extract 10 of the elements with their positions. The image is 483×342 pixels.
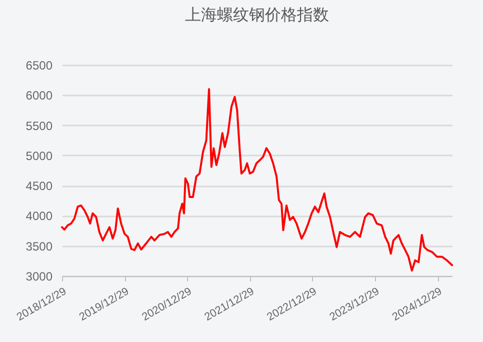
line-series	[61, 88, 453, 272]
chart-title: 上海螺纹钢价格指数	[185, 6, 329, 24]
y-tick-label: 3000	[26, 270, 53, 284]
y-tick-label: 4000	[26, 209, 53, 224]
y-tick-label: 6000	[26, 88, 53, 103]
y-tick-label: 3500	[26, 239, 53, 254]
y-tick-label: 5500	[26, 118, 53, 133]
y-tick-label: 5000	[26, 148, 53, 163]
y-tick-label: 4500	[26, 179, 53, 194]
y-tick-label: 6500	[26, 58, 53, 72]
